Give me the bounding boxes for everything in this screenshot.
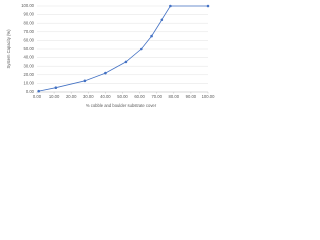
y-tick-label: 70.00 xyxy=(24,29,35,34)
x-tick-label: 50.00 xyxy=(117,94,128,99)
y-tick-label: 50.00 xyxy=(24,46,35,51)
x-tick-label: 90.00 xyxy=(186,94,197,99)
x-tick-label: 30.00 xyxy=(83,94,94,99)
x-axis-title: % cobble and boulder substrate cover xyxy=(86,103,157,108)
y-tick-label: 30.00 xyxy=(24,63,35,68)
point xyxy=(206,4,210,8)
y-tick-label: 90.00 xyxy=(24,12,35,17)
point xyxy=(160,18,164,22)
x-tick-label: 60.00 xyxy=(134,94,145,99)
y-tick-label: 20.00 xyxy=(24,72,35,77)
y-tick-label: 80.00 xyxy=(24,20,35,25)
point xyxy=(104,71,107,75)
y-tick-label: 60.00 xyxy=(24,38,35,43)
chart: % cobble and boulder substrate cover Sys… xyxy=(6,3,215,108)
point xyxy=(37,89,41,93)
y-tick-label: 10.00 xyxy=(24,81,35,86)
x-tick-label: 20.00 xyxy=(66,94,77,99)
x-tick-label: 0.00 xyxy=(33,94,42,99)
x-tick-label: 80.00 xyxy=(169,94,180,99)
point xyxy=(124,60,128,64)
x-tick-label: 40.00 xyxy=(100,94,111,99)
y-axis-title: System Capacity (%) xyxy=(6,29,11,69)
point xyxy=(54,86,58,89)
point xyxy=(150,34,153,38)
x-tick-label: 100.00 xyxy=(202,94,215,99)
series-line xyxy=(38,5,208,92)
y-tick-label: 100.00 xyxy=(21,3,34,8)
point xyxy=(140,47,143,51)
point xyxy=(83,79,87,83)
y-tick-label: 40.00 xyxy=(24,55,35,60)
y-tick-label: 0.00 xyxy=(26,89,35,94)
x-tick-label: 70.00 xyxy=(151,94,162,99)
x-tick-label: 10.00 xyxy=(49,94,60,99)
point xyxy=(169,4,172,8)
